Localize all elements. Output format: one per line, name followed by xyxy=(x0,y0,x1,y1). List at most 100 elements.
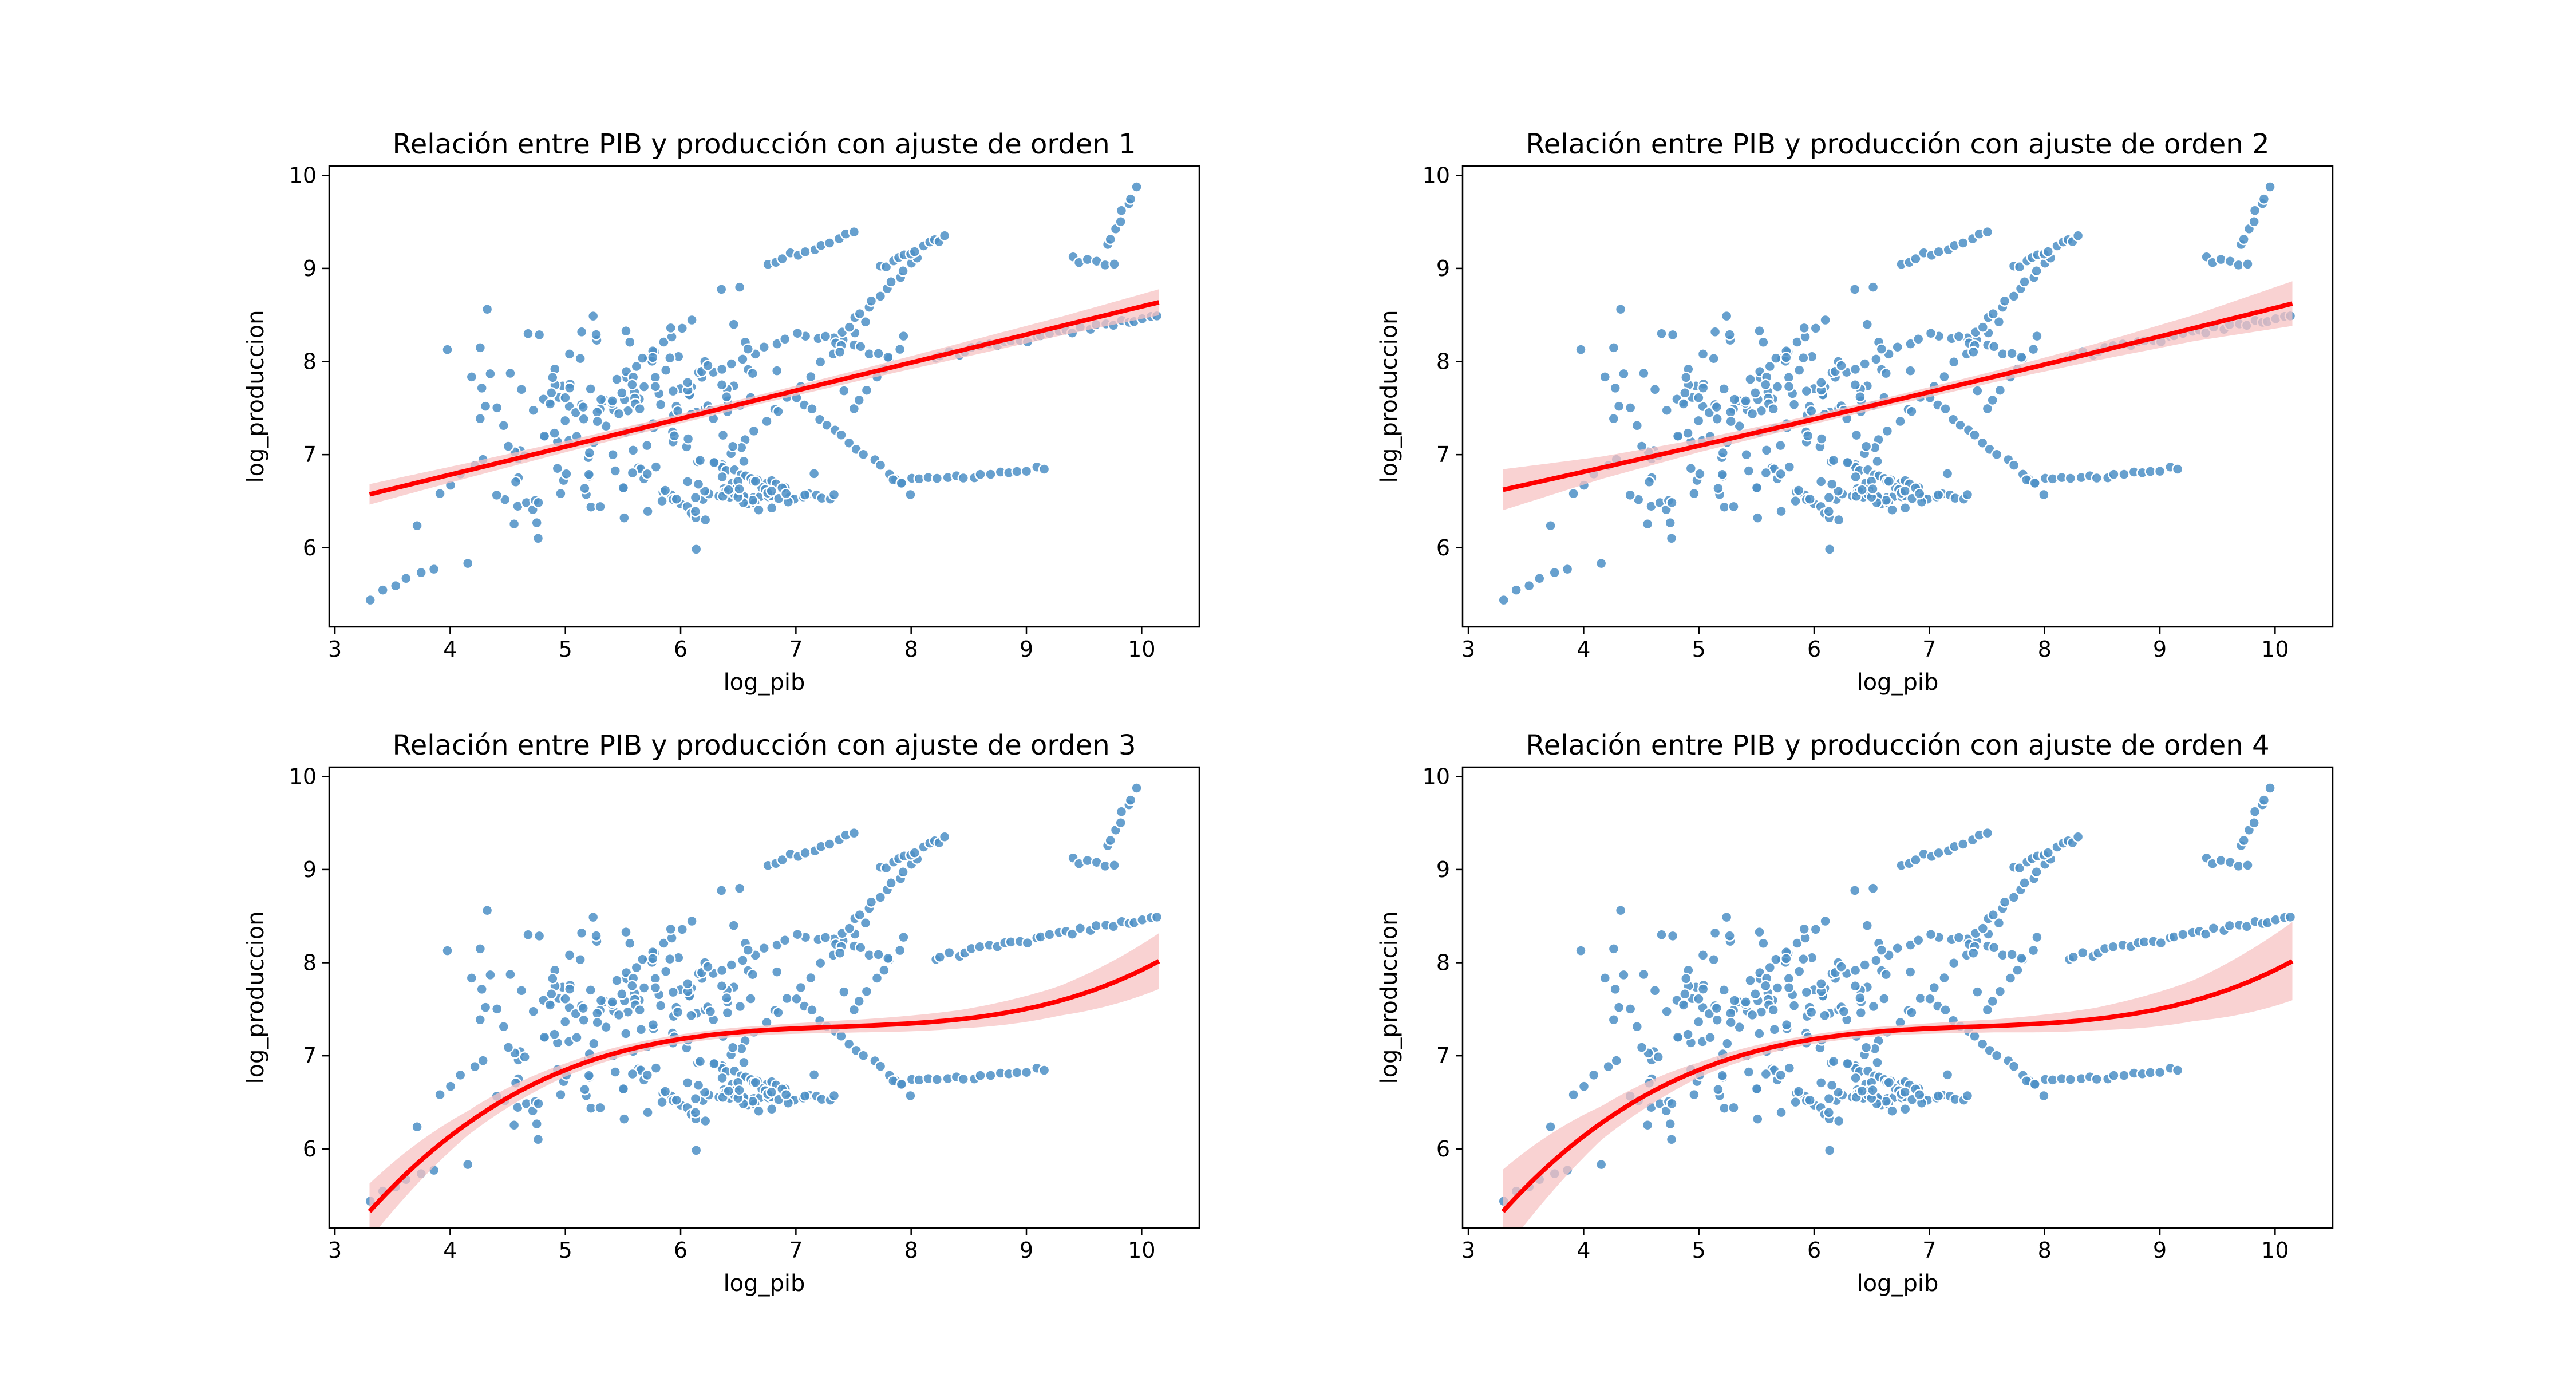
scatter-point xyxy=(1498,594,1510,606)
scatter-point xyxy=(1977,922,1989,934)
scatter-point xyxy=(690,543,702,555)
scatter-point xyxy=(1904,365,1917,377)
scatter-point xyxy=(2284,911,2297,923)
y-tick-label: 7 xyxy=(303,442,317,467)
scatter-point xyxy=(2013,260,2026,273)
scatter-point xyxy=(630,360,643,373)
scatter-point xyxy=(1883,1076,1895,1089)
scatter-point xyxy=(1666,496,1678,509)
scatter-point xyxy=(1815,978,1827,990)
scatter-point xyxy=(765,1086,777,1098)
scatter-point xyxy=(1692,414,1705,427)
scatter-point xyxy=(1752,512,1764,524)
scatter-point xyxy=(1108,859,1120,871)
scatter-point xyxy=(1827,1055,1840,1068)
scatter-point xyxy=(477,1055,489,1067)
scatter-point xyxy=(484,969,496,981)
scatter-point xyxy=(1899,1086,1911,1098)
y-tick-label: 7 xyxy=(303,1043,317,1068)
scatter-point xyxy=(547,372,559,384)
scatter-point xyxy=(1602,1060,1614,1073)
scatter-point xyxy=(880,862,892,874)
scatter-point xyxy=(509,476,522,488)
scatter-point xyxy=(1656,929,1668,941)
scatter-point xyxy=(761,415,773,428)
scatter-point xyxy=(1789,1096,1801,1108)
scatter-point xyxy=(1656,327,1668,340)
x-tick-label: 6 xyxy=(1807,637,1821,662)
scatter-point xyxy=(1746,408,1759,420)
scatter-point xyxy=(1716,468,1729,480)
scatter-point xyxy=(765,485,777,497)
y-tick-label: 10 xyxy=(1423,163,1450,188)
scatter-point xyxy=(579,482,591,495)
scatter-point xyxy=(974,941,986,953)
axes-frame xyxy=(328,165,1200,628)
scatter-point xyxy=(894,944,906,957)
scatter-point xyxy=(908,847,921,859)
scatter-point xyxy=(1666,930,1679,942)
scatter-point xyxy=(874,891,887,903)
scatter-point xyxy=(692,1079,705,1092)
scatter-point xyxy=(1081,854,1093,867)
scatter-point xyxy=(547,973,559,985)
scatter-point xyxy=(1899,485,1911,497)
axes-frame xyxy=(1461,165,2334,628)
scatter-point xyxy=(834,346,846,358)
scatter-point xyxy=(1643,476,1656,488)
scatter-point xyxy=(626,1068,639,1080)
scatter-point xyxy=(1860,1041,1872,1053)
scatter-point xyxy=(716,964,728,977)
scatter-point xyxy=(799,1090,811,1102)
scatter-point xyxy=(1789,495,1801,507)
x-tick-label: 9 xyxy=(2153,1238,2167,1263)
scatter-point xyxy=(838,986,850,998)
scatter-point xyxy=(1770,352,1782,364)
scatter-point xyxy=(2154,1066,2166,1079)
scatter-point xyxy=(1775,1106,1787,1119)
scatter-point xyxy=(689,1092,702,1105)
scatter-point xyxy=(1938,972,1950,984)
scatter-point xyxy=(2238,233,2250,246)
scatter-point xyxy=(1751,481,1763,494)
scatter-point xyxy=(618,1113,630,1125)
scatter-point xyxy=(772,1006,784,1018)
scatter-point xyxy=(587,911,599,923)
scatter-point xyxy=(620,325,632,337)
scatter-point xyxy=(742,343,754,355)
scatter-point xyxy=(749,1076,762,1089)
scatter-point xyxy=(1607,413,1620,425)
scatter-point xyxy=(546,387,558,399)
scatter-point xyxy=(641,1069,654,1081)
subplot-1: Relación entre PIB y producción con ajus… xyxy=(243,128,1200,696)
scatter-point xyxy=(1614,303,1627,315)
scatter-point xyxy=(1124,794,1137,806)
scatter-point xyxy=(857,448,870,460)
scatter-point xyxy=(676,923,689,935)
scatter-point xyxy=(1993,316,2005,328)
scatter-point xyxy=(544,999,556,1011)
scatter-point xyxy=(854,307,866,320)
scatter-point xyxy=(1638,367,1650,380)
scatter-point xyxy=(637,352,649,364)
scatter-point xyxy=(702,961,714,973)
scatter-point xyxy=(532,1134,544,1146)
scatter-point xyxy=(1740,996,1752,1008)
scatter-point xyxy=(943,946,955,959)
scatter-point xyxy=(721,992,733,1004)
scatter-point xyxy=(1809,923,1822,935)
scatter-point xyxy=(611,974,623,986)
scatter-point xyxy=(722,484,734,496)
scatter-point xyxy=(670,493,682,505)
scatter-point xyxy=(885,276,897,288)
scatter-point xyxy=(1652,1051,1664,1063)
scatter-point xyxy=(1925,327,1937,339)
scatter-point xyxy=(1961,488,1974,501)
scatter-point xyxy=(2031,931,2043,943)
scatter-point xyxy=(1641,518,1654,530)
scatter-point xyxy=(1986,995,1998,1008)
scatter-point xyxy=(772,405,784,417)
y-tick-label: 8 xyxy=(1436,349,1450,374)
x-tick-label: 8 xyxy=(2038,1238,2052,1263)
y-axis-label: log_produccion xyxy=(1376,310,1402,483)
